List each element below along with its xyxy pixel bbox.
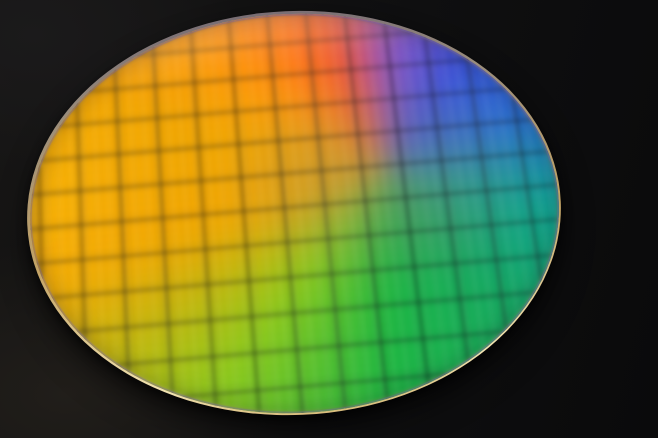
silicon-wafer xyxy=(18,0,570,427)
wafer-surface xyxy=(21,2,567,424)
